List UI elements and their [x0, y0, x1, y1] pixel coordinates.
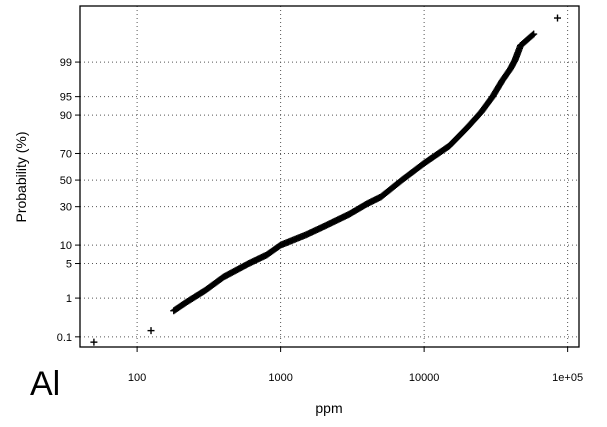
- x-axis-title: ppm: [315, 400, 342, 416]
- y-tick-label: 70: [60, 148, 72, 160]
- data-point: [529, 31, 537, 39]
- data-point: [147, 327, 155, 335]
- grid: [80, 6, 579, 347]
- y-axis-title: Probability (%): [13, 131, 29, 222]
- y-tick-label: 95: [60, 92, 72, 104]
- plot-frame: [79, 5, 580, 348]
- x-tick-label: 1000: [268, 372, 292, 384]
- x-tick-label: 100: [128, 372, 146, 384]
- x-tick-label: 1e+05: [552, 372, 583, 384]
- data-point: [517, 42, 525, 50]
- y-tick-label: 5: [66, 259, 72, 271]
- y-tick-label: 90: [60, 110, 72, 122]
- panel-label: Al: [30, 365, 60, 403]
- data-points: [90, 14, 562, 346]
- x-tick-label: 10000: [409, 372, 440, 384]
- axis-ticks: 100 1000 10000 1e+05 0.1 1 5 10 30 50 70 90 95 99: [57, 57, 583, 384]
- data-point: [90, 338, 98, 346]
- y-tick-label: 0.1: [57, 332, 72, 344]
- data-point: [530, 30, 538, 38]
- y-tick-label: 1: [66, 293, 72, 305]
- data-point: [554, 14, 562, 22]
- y-tick-label: 50: [60, 175, 72, 187]
- y-tick-label: 10: [60, 240, 72, 252]
- y-tick-label: 99: [60, 57, 72, 69]
- y-tick-label: 30: [60, 202, 72, 214]
